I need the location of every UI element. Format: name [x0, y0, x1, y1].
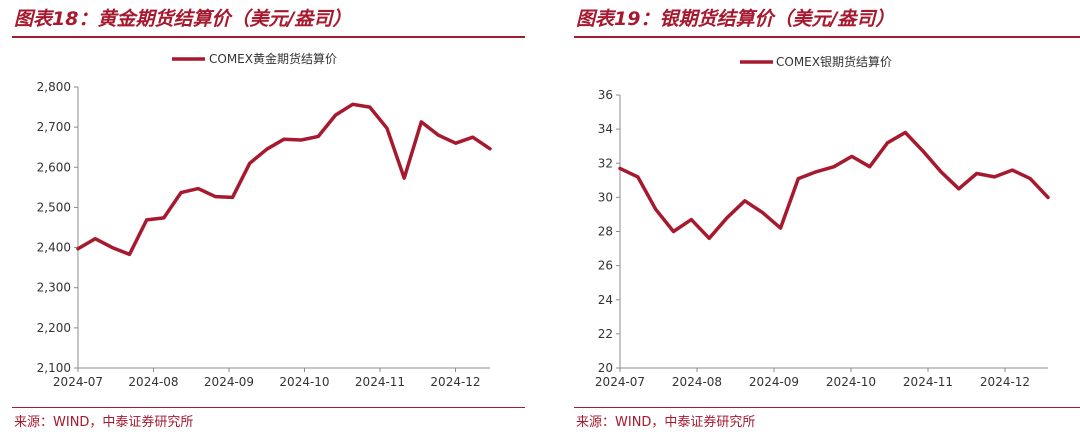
x-tick-label: 2024-10	[826, 375, 876, 389]
y-tick-label: 22	[598, 327, 613, 341]
y-tick-label: 36	[598, 88, 613, 102]
x-tick-label: 2024-08	[672, 375, 722, 389]
source-divider	[12, 407, 525, 408]
x-tick-label: 2024-10	[279, 375, 329, 389]
legend-label: COMEX银期货结算价	[776, 54, 892, 69]
legend-label: COMEX黄金期货结算价	[209, 51, 337, 66]
y-tick-label: 2,300	[37, 281, 71, 295]
x-tick-label: 2024-12	[980, 375, 1030, 389]
chart-title: 图表18：黄金期货结算价（美元/盎司）	[14, 8, 352, 30]
chart-title: 图表19：银期货结算价（美元/盎司）	[576, 8, 895, 30]
y-tick-label: 30	[598, 190, 613, 204]
x-tick-label: 2024-09	[204, 375, 254, 389]
y-tick-label: 2,800	[37, 80, 71, 94]
series-line	[618, 130, 1050, 241]
gold-chart-panel: 图表18：黄金期货结算价（美元/盎司） 2,100 2,200 2,300 2,400…	[0, 0, 525, 434]
x-tick-label: 2024-08	[128, 375, 178, 389]
y-tick-label: 2,100	[37, 361, 71, 375]
y-tick-label: 2,600	[37, 160, 71, 174]
x-tick-label: 2024-11	[903, 375, 953, 389]
series-line	[76, 102, 492, 257]
gold-line-chart: 2,100 2,200 2,300 2,400 2,500 2,600 2,700 2,800…	[37, 51, 492, 389]
x-tick-label: 2024-09	[749, 375, 799, 389]
y-tick-label: 34	[598, 122, 613, 136]
y-tick-label: 2,200	[37, 321, 71, 335]
x-tick-label: 2024-07	[53, 375, 103, 389]
y-tick-label: 20	[598, 361, 613, 375]
silver-chart-panel: 图表19：银期货结算价（美元/盎司） 20 22 24 26 28 30 32 34 36 202…	[562, 0, 1080, 434]
x-tick-label: 2024-12	[430, 375, 480, 389]
title-divider	[12, 36, 525, 38]
y-tick-label: 2,700	[37, 120, 71, 134]
y-tick-label: 2,500	[37, 200, 71, 214]
y-tick-label: 28	[598, 225, 613, 239]
y-tick-label: 32	[598, 156, 613, 170]
source-note: 来源：WIND，中泰证券研究所	[14, 415, 194, 430]
y-tick-label: 24	[598, 293, 613, 307]
source-note: 来源：WIND，中泰证券研究所	[576, 415, 756, 430]
x-tick-label: 2024-11	[355, 375, 405, 389]
title-divider	[574, 36, 1080, 38]
x-tick-label: 2024-07	[595, 375, 645, 389]
source-divider	[574, 407, 1080, 408]
y-tick-label: 2,400	[37, 241, 71, 255]
silver-line-chart: 20 22 24 26 28 30 32 34 36 2024-07 2024-08 2024-09 2…	[595, 54, 1050, 389]
y-tick-label: 26	[598, 259, 613, 273]
